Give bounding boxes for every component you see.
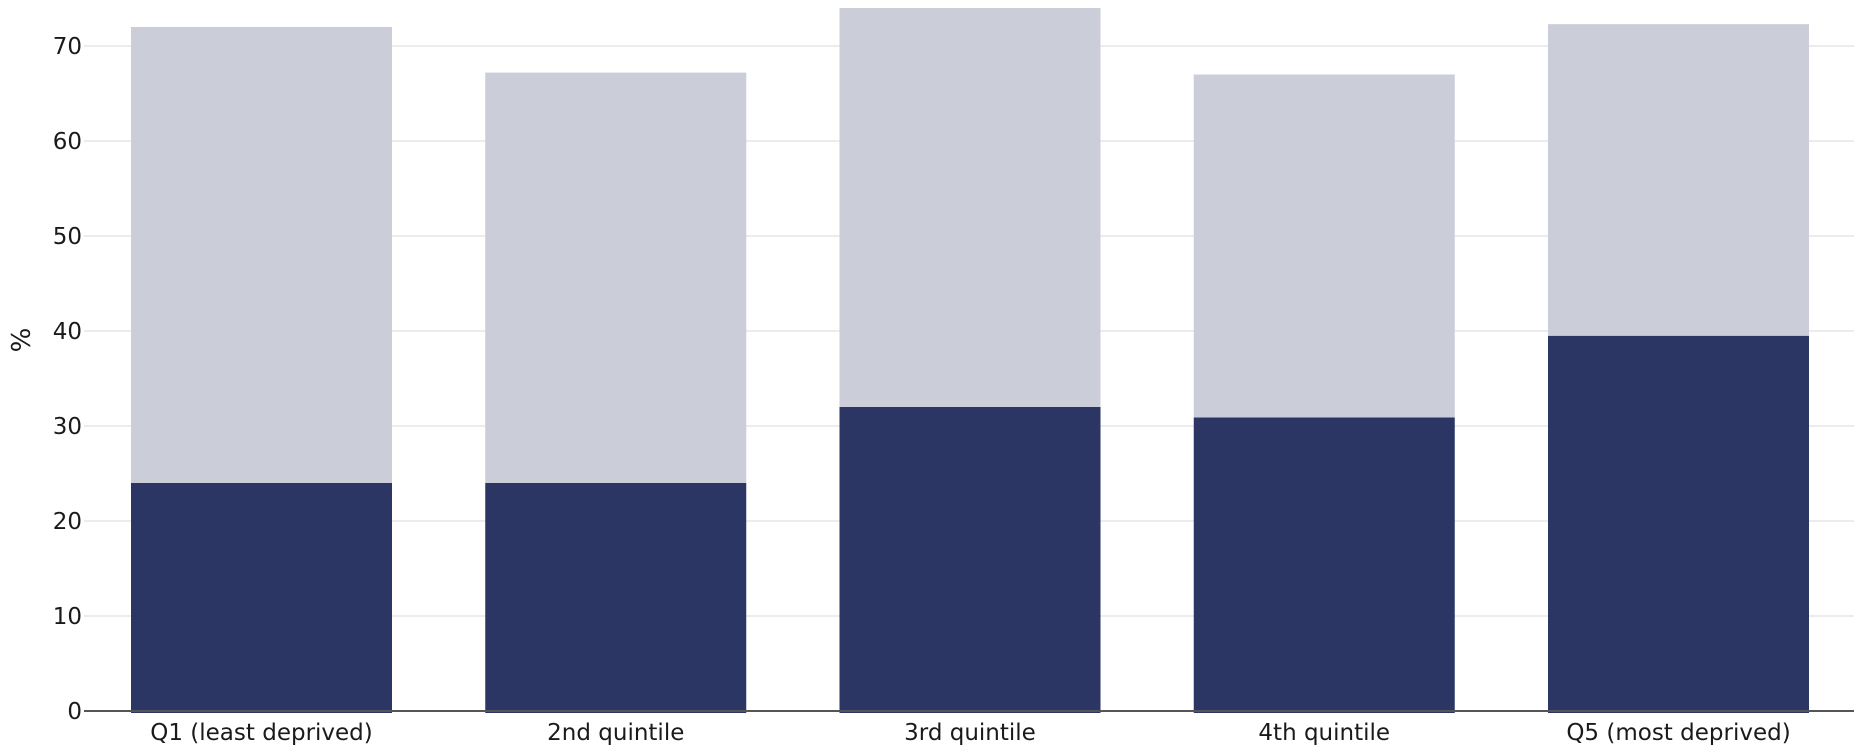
bars [131, 8, 1809, 713]
x-tick-label: 3rd quintile [904, 720, 1036, 746]
y-tick-label: 50 [53, 224, 82, 250]
x-tick-label: 4th quintile [1258, 720, 1390, 746]
x-tick-label: Q5 (most deprived) [1566, 720, 1790, 746]
y-axis-title: % [7, 328, 37, 353]
y-tick-label: 60 [53, 129, 82, 155]
bar-segment-1 [839, 407, 1101, 713]
y-tick-label: 10 [53, 604, 82, 630]
bar-segment-1 [1193, 417, 1455, 713]
y-tick-labels: 0 10 20 30 40 50 60 70 [53, 34, 82, 725]
x-tick-label: Q1 (least deprived) [150, 720, 373, 746]
bar-segment-2 [1548, 24, 1809, 336]
bar-segment-2 [839, 8, 1101, 407]
bar-segment-2 [1193, 74, 1455, 418]
x-tick-labels: Q1 (least deprived) 2nd quintile 3rd quint… [150, 720, 1790, 746]
bar-segment-1 [1548, 335, 1809, 713]
y-tick-label: 0 [67, 699, 82, 725]
y-tick-label: 20 [53, 509, 82, 535]
y-tick-label: 40 [53, 319, 82, 345]
bar-segment-2 [131, 27, 392, 483]
y-tick-label: 70 [53, 34, 82, 60]
x-tick-label: 2nd quintile [547, 720, 684, 746]
bar-segment-1 [131, 483, 392, 713]
bar-segment-2 [485, 72, 747, 483]
bar-segment-1 [485, 483, 747, 713]
y-tick-label: 30 [53, 414, 82, 440]
